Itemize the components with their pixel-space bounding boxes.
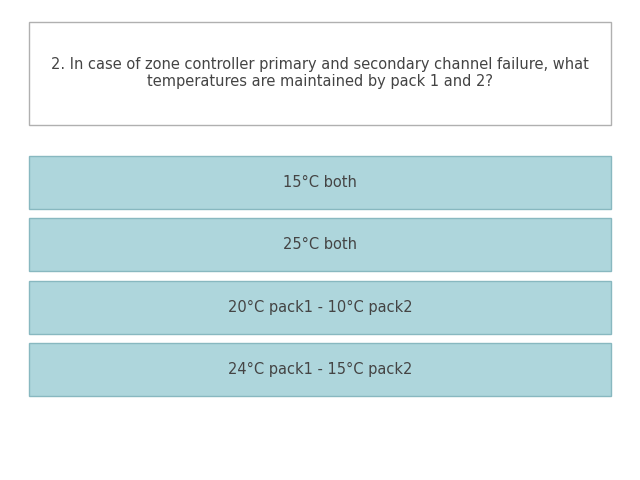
Text: 20°C pack1 - 10°C pack2: 20°C pack1 - 10°C pack2 — [228, 300, 412, 315]
FancyBboxPatch shape — [29, 218, 611, 271]
FancyBboxPatch shape — [29, 343, 611, 396]
Text: 25°C both: 25°C both — [283, 237, 357, 252]
Text: 24°C pack1 - 15°C pack2: 24°C pack1 - 15°C pack2 — [228, 362, 412, 377]
FancyBboxPatch shape — [29, 156, 611, 209]
FancyBboxPatch shape — [29, 281, 611, 334]
Text: 15°C both: 15°C both — [283, 175, 357, 190]
Text: 2. In case of zone controller primary and secondary channel failure, what
temper: 2. In case of zone controller primary an… — [51, 57, 589, 89]
FancyBboxPatch shape — [29, 22, 611, 125]
